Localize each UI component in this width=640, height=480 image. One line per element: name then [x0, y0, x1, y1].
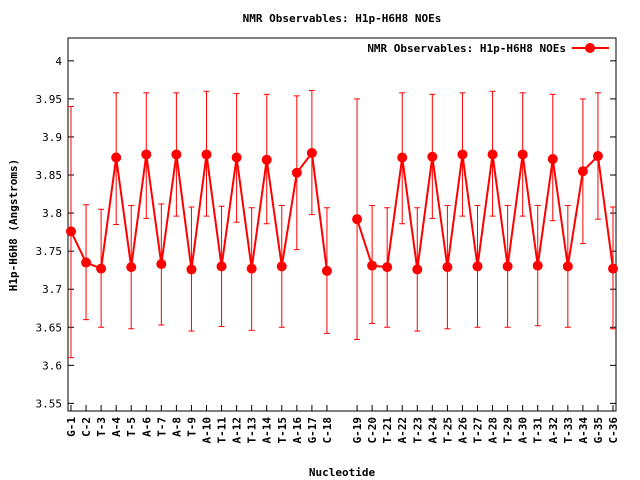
data-point — [141, 149, 152, 160]
data-point — [321, 265, 332, 276]
y-tick-label: 4 — [55, 55, 62, 68]
data-point — [201, 149, 212, 160]
y-tick-label: 3.75 — [36, 245, 63, 258]
x-tick-label: T-33 — [562, 417, 575, 444]
data-point — [562, 261, 573, 272]
data-point — [186, 264, 197, 275]
data-point — [291, 167, 302, 178]
x-tick-label: T-15 — [276, 417, 289, 444]
x-tick-label: T-31 — [532, 417, 545, 444]
legend: NMR Observables: H1p-H6H8 NOEs — [367, 42, 609, 55]
y-tick-label: 3.85 — [36, 169, 63, 182]
x-tick-label: G-35 — [592, 417, 605, 444]
data-point — [81, 257, 92, 268]
x-tick-label: A-30 — [517, 417, 530, 444]
x-tick-label: A-4 — [110, 417, 123, 437]
x-tick-label: A-14 — [261, 417, 274, 444]
series-line — [70, 150, 328, 272]
data-point — [577, 166, 588, 177]
x-tick-label: A-34 — [577, 417, 590, 444]
x-tick-label: C-2 — [80, 417, 93, 437]
error-bars — [68, 90, 616, 359]
data-point — [547, 154, 558, 165]
x-tick-label: A-26 — [456, 417, 469, 444]
x-tick-label: A-32 — [547, 417, 560, 444]
x-tick-label: G-19 — [351, 417, 364, 444]
y-ticks: 3.55 3.6 3.65 3.7 3.75 3.8 3.85 3.9 3.95 4 — [36, 55, 616, 410]
series-lines — [70, 150, 614, 272]
data-points — [66, 147, 618, 276]
x-tick-label: G-1 — [65, 417, 78, 437]
data-point — [382, 262, 393, 273]
data-point — [66, 226, 76, 237]
data-point — [126, 262, 137, 273]
y-tick-label: 3.8 — [42, 207, 62, 220]
y-tick-label: 3.55 — [36, 397, 63, 410]
data-point — [608, 263, 618, 274]
data-point — [397, 152, 408, 163]
data-point — [261, 154, 272, 165]
data-point — [502, 261, 513, 272]
x-tick-label: T-21 — [381, 417, 394, 444]
data-point — [306, 147, 317, 158]
x-tick-label: T-3 — [95, 417, 108, 437]
x-tick-label: T-29 — [502, 417, 515, 444]
x-tick-label: A-28 — [487, 417, 500, 444]
data-point — [246, 263, 257, 274]
data-point — [352, 214, 363, 225]
x-axis-label: Nucleotide — [309, 466, 376, 479]
data-point — [457, 149, 468, 160]
data-point — [231, 152, 242, 163]
x-tick-label: A-6 — [140, 417, 153, 437]
data-point — [111, 152, 122, 163]
legend-marker — [585, 43, 595, 53]
y-tick-label: 3.9 — [42, 131, 62, 144]
x-tick-label: C-18 — [321, 417, 334, 444]
chart-title: NMR Observables: H1p-H6H8 NOEs — [243, 12, 442, 25]
x-tick-label: T-23 — [411, 417, 424, 444]
x-tick-label: T-11 — [216, 417, 229, 444]
data-point — [427, 151, 438, 162]
data-point — [442, 262, 453, 273]
y-tick-label: 3.65 — [36, 321, 63, 334]
x-tick-label: C-20 — [366, 417, 379, 444]
x-tick-label: A-24 — [426, 417, 439, 444]
y-tick-label: 3.7 — [42, 283, 62, 296]
x-tick-label: A-10 — [201, 417, 214, 444]
data-point — [156, 259, 167, 270]
plot-frame — [67, 37, 617, 412]
data-point — [171, 149, 182, 160]
data-point — [216, 261, 227, 272]
y-tick-label: 3.95 — [36, 93, 63, 106]
data-point — [412, 264, 423, 275]
data-point — [487, 149, 498, 160]
data-point — [592, 150, 603, 161]
x-tick-label: A-8 — [170, 417, 183, 437]
data-point — [472, 261, 483, 272]
x-tick-label: T-13 — [246, 417, 259, 444]
data-point — [276, 261, 287, 272]
x-tick-label: A-16 — [291, 417, 304, 444]
series-line — [356, 153, 614, 270]
x-tick-label: G-17 — [306, 417, 319, 444]
data-point — [517, 149, 528, 160]
x-tick-label: A-22 — [396, 417, 409, 444]
x-tick-label: T-7 — [155, 417, 168, 437]
x-tick-label: A-12 — [231, 417, 244, 444]
x-ticks: G-1 C-2 T-3 A-4 T-5 A-6 T-7 A-8 T-9 A-10 T-11 A-12 T… — [65, 405, 620, 444]
x-tick-label: T-9 — [185, 417, 198, 437]
data-point — [96, 263, 107, 274]
legend-label: NMR Observables: H1p-H6H8 NOEs — [367, 42, 566, 55]
data-point — [532, 260, 543, 271]
x-tick-label: T-27 — [472, 417, 485, 444]
data-point — [367, 260, 378, 271]
x-tick-label: T-25 — [441, 417, 454, 444]
y-tick-label: 3.6 — [42, 359, 62, 372]
y-axis-label: H1p-H6H8 (Angstroms) — [7, 159, 20, 291]
x-tick-label: T-5 — [125, 417, 138, 437]
x-tick-label: C-36 — [607, 417, 620, 444]
